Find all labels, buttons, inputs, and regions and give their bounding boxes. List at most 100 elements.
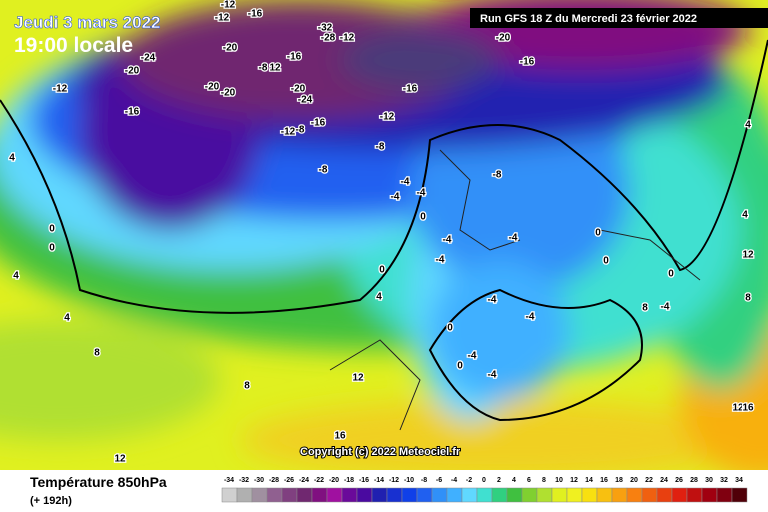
contour-label: 0 xyxy=(457,361,463,372)
scale-label: 6 xyxy=(527,477,531,484)
contour-label: 4 xyxy=(9,153,15,164)
scale-swatch xyxy=(581,487,598,503)
scale-label: 14 xyxy=(585,477,593,484)
scale-swatch xyxy=(341,487,358,503)
contour-label: 4 xyxy=(742,210,748,221)
contour-label: -4 xyxy=(417,188,426,199)
contour-label: 0 xyxy=(49,224,55,235)
scale-swatch xyxy=(236,487,253,503)
scale-swatch xyxy=(551,487,568,503)
scale-swatch xyxy=(371,487,388,503)
contour-label: 0 xyxy=(595,228,601,239)
scale-label: 16 xyxy=(600,477,608,484)
contour-label: -20 xyxy=(125,66,140,77)
contour-label: 4 xyxy=(64,313,70,324)
contour-label: 0 xyxy=(49,243,55,254)
scale-label: -8 xyxy=(421,477,427,484)
contour-label: 4 xyxy=(745,120,751,131)
scale-swatch xyxy=(701,487,718,503)
contour-label: -4 xyxy=(526,312,535,323)
scale-swatch xyxy=(716,487,733,503)
scale-label: 18 xyxy=(615,477,623,484)
scale-label: 10 xyxy=(555,477,563,484)
scale-swatch xyxy=(386,487,403,503)
scale-label: 12 xyxy=(570,477,578,484)
footer-subtitle: (+ 192h) xyxy=(30,495,72,507)
contour-label: 0 xyxy=(447,323,453,334)
scale-swatch xyxy=(431,487,448,503)
contour-label: 0 xyxy=(668,269,674,280)
contour-label: 16 xyxy=(334,431,346,442)
contour-label: -16 xyxy=(287,52,302,63)
scale-label: 0 xyxy=(482,477,486,484)
contour-label: 12 xyxy=(114,454,126,465)
scale-label: 24 xyxy=(660,477,668,484)
scale-swatch xyxy=(491,487,508,503)
contour-label: 12 xyxy=(352,373,364,384)
contour-label: -8 xyxy=(376,142,385,153)
scale-swatch xyxy=(266,487,283,503)
forecast-date: Jeudi 3 mars 2022 xyxy=(14,13,160,32)
contour-label: 4 xyxy=(13,271,19,282)
contour-label: -8 xyxy=(319,165,328,176)
contour-label: -12 xyxy=(340,33,355,44)
scale-label: 34 xyxy=(735,477,743,484)
scale-swatch xyxy=(506,487,523,503)
scale-label: -4 xyxy=(451,477,457,484)
footer-title: Température 850hPa xyxy=(30,474,167,490)
contour-label: -4 xyxy=(443,235,452,246)
scale-label: 26 xyxy=(675,477,683,484)
scale-swatch xyxy=(536,487,553,503)
scale-label: -22 xyxy=(314,477,324,484)
scale-swatch xyxy=(251,487,268,503)
contour-label: -20 xyxy=(221,88,236,99)
scale-label: -16 xyxy=(359,477,369,484)
scale-label: 28 xyxy=(690,477,698,484)
contour-label: -8 xyxy=(296,125,305,136)
scale-swatch xyxy=(311,487,328,503)
scale-swatch xyxy=(356,487,373,503)
contour-label: -4 xyxy=(391,192,400,203)
contour-label: -8 xyxy=(259,63,268,74)
contour-label: -28 xyxy=(321,33,336,44)
contour-label: 0 xyxy=(379,265,385,276)
scale-swatch xyxy=(461,487,478,503)
contour-label: -32 xyxy=(318,23,333,34)
contour-label: -16 xyxy=(311,118,326,129)
contour-label: 12 xyxy=(742,250,754,261)
contour-label: 12 xyxy=(269,63,281,74)
scale-swatch xyxy=(446,487,463,503)
scale-label: 2 xyxy=(497,477,501,484)
temperature-field xyxy=(0,0,768,480)
scale-swatch xyxy=(671,487,688,503)
contour-label: -4 xyxy=(436,255,445,266)
contour-label: -24 xyxy=(141,53,156,64)
contour-label: 12 xyxy=(732,403,744,414)
contour-label: -12 xyxy=(215,13,230,24)
contour-label: -20 xyxy=(496,33,511,44)
scale-label: -20 xyxy=(329,477,339,484)
contour-label: -12 xyxy=(281,127,296,138)
contour-label: -20 xyxy=(223,43,238,54)
contour-label: -4 xyxy=(661,302,670,313)
contour-label: 8 xyxy=(745,293,751,304)
contour-label: -8 xyxy=(493,170,502,181)
scale-label: -34 xyxy=(224,477,234,484)
scale-label: -18 xyxy=(344,477,354,484)
scale-swatch xyxy=(656,487,673,503)
copyright: Copyright (c) 2022 Meteociel.fr xyxy=(300,446,461,458)
scale-label: -30 xyxy=(254,477,264,484)
scale-label: -2 xyxy=(466,477,472,484)
scale-swatch xyxy=(296,487,313,503)
scale-label: -14 xyxy=(374,477,384,484)
contour-label: -20 xyxy=(205,82,220,93)
scale-label: 20 xyxy=(630,477,638,484)
scale-swatch xyxy=(596,487,613,503)
scale-label: 30 xyxy=(705,477,713,484)
contour-label: 8 xyxy=(94,348,100,359)
scale-label: -12 xyxy=(389,477,399,484)
contour-label: -20 xyxy=(291,84,306,95)
scale-label: -24 xyxy=(299,477,309,484)
